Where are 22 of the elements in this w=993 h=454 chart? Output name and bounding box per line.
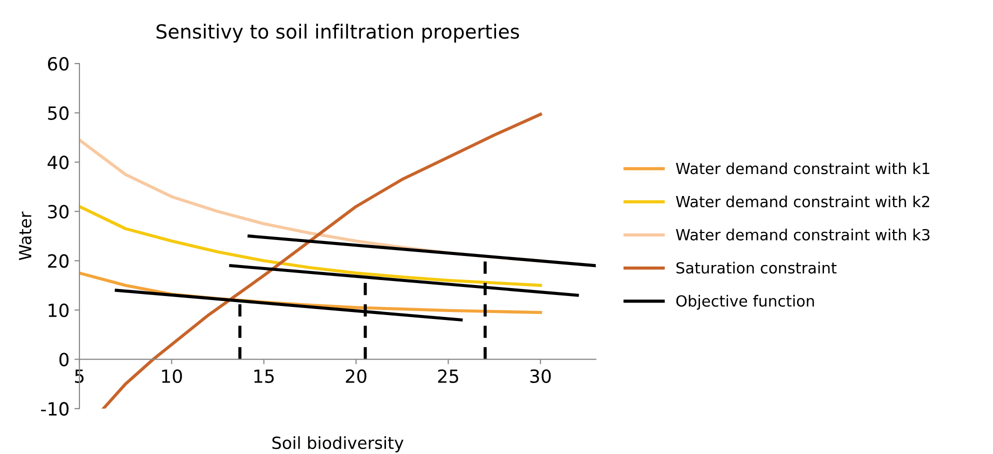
chart-title: Sensitivy to soil infiltration properties [156, 24, 519, 43]
y-tick-label: 30 [48, 204, 69, 219]
y-axis-title: Water [19, 211, 32, 260]
y-tick-label: 60 [48, 57, 69, 71]
y-tick-label: 0 [59, 352, 69, 366]
legend-label: Water demand constraint with k2 [676, 196, 930, 208]
y-tick-label: 40 [48, 156, 69, 170]
y-tick-label: -10 [41, 402, 69, 416]
y-tick-label: 20 [48, 254, 69, 268]
legend-label: Saturation constraint [676, 262, 837, 274]
x-tick-label: 20 [346, 369, 366, 384]
y-tick-label: 10 [48, 303, 69, 318]
x-axis-title: Soil biodiversity [272, 436, 404, 452]
x-tick-label: 15 [254, 370, 274, 384]
x-tick-label: 25 [438, 369, 458, 384]
legend-label: Water demand constraint with k3 [676, 228, 930, 241]
x-tick-label: 10 [162, 369, 182, 384]
legend-label: Water demand constraint with k1 [676, 162, 930, 174]
legend-label: Objective function [676, 294, 814, 310]
line-series [79, 204, 542, 287]
x-tick-label: 30 [530, 369, 551, 384]
y-tick-label: 50 [48, 106, 69, 120]
